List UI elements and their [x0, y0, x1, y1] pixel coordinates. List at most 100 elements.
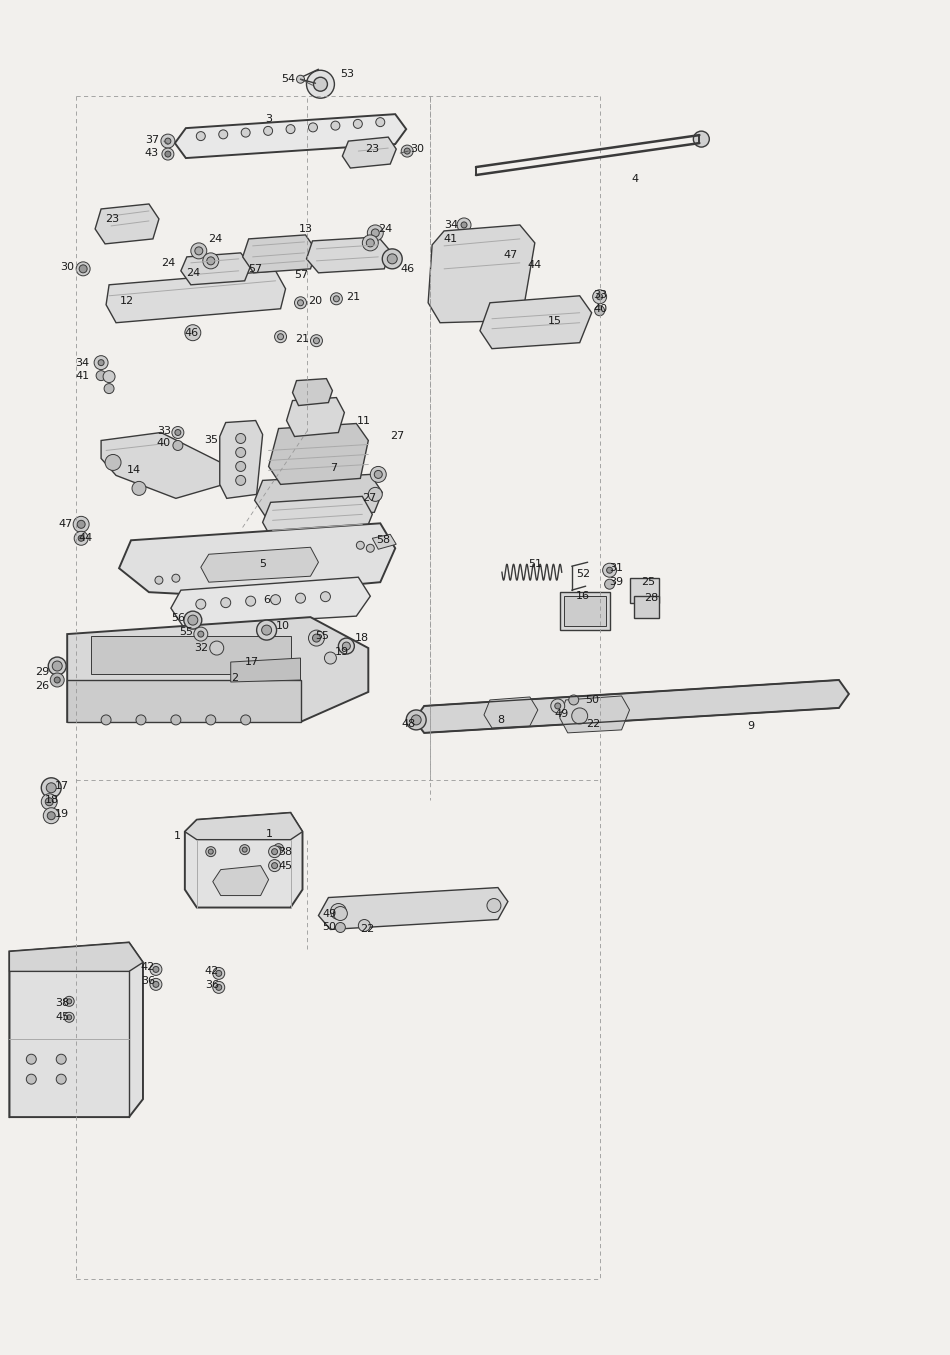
Circle shape — [313, 634, 320, 642]
Circle shape — [271, 595, 280, 604]
Text: 56: 56 — [171, 612, 185, 623]
Circle shape — [153, 981, 159, 988]
Polygon shape — [185, 813, 302, 908]
Circle shape — [213, 967, 225, 980]
Circle shape — [461, 222, 467, 228]
Text: 52: 52 — [576, 569, 590, 579]
Text: 37: 37 — [144, 136, 159, 145]
Text: 27: 27 — [362, 493, 376, 503]
Text: 44: 44 — [79, 534, 93, 543]
Text: 2: 2 — [232, 673, 238, 683]
Text: 1: 1 — [174, 831, 180, 840]
Text: 31: 31 — [610, 564, 623, 573]
Text: 28: 28 — [644, 593, 658, 603]
Polygon shape — [213, 866, 269, 896]
Text: 42: 42 — [204, 966, 218, 977]
Circle shape — [342, 642, 351, 650]
Polygon shape — [255, 474, 382, 519]
Text: 47: 47 — [504, 249, 518, 260]
Text: 36: 36 — [141, 977, 155, 986]
Circle shape — [162, 148, 174, 160]
Text: 49: 49 — [322, 908, 336, 919]
Circle shape — [48, 812, 55, 820]
Circle shape — [297, 299, 303, 306]
Circle shape — [50, 673, 65, 687]
Polygon shape — [67, 680, 300, 722]
Text: 33: 33 — [157, 425, 171, 435]
Text: 27: 27 — [390, 431, 405, 442]
Circle shape — [188, 615, 198, 625]
Circle shape — [98, 359, 104, 366]
Text: 11: 11 — [356, 416, 370, 425]
Text: 45: 45 — [278, 860, 293, 871]
Circle shape — [369, 488, 382, 501]
Text: 41: 41 — [75, 371, 89, 381]
Bar — [563, 596, 605, 626]
Polygon shape — [119, 523, 395, 596]
Polygon shape — [428, 225, 535, 322]
Circle shape — [213, 981, 225, 993]
Circle shape — [367, 238, 374, 247]
Polygon shape — [200, 547, 318, 583]
Circle shape — [150, 963, 162, 976]
Text: 19: 19 — [334, 648, 349, 657]
Circle shape — [56, 1075, 66, 1084]
Text: 24: 24 — [186, 268, 200, 278]
Circle shape — [294, 297, 307, 309]
Text: 24: 24 — [161, 257, 175, 268]
Circle shape — [44, 808, 59, 824]
Circle shape — [198, 631, 204, 637]
Circle shape — [569, 695, 579, 705]
Circle shape — [96, 371, 106, 381]
Circle shape — [207, 257, 215, 264]
Circle shape — [256, 621, 276, 640]
Text: 22: 22 — [586, 720, 600, 729]
Text: 43: 43 — [144, 148, 159, 159]
Polygon shape — [372, 534, 396, 549]
Circle shape — [263, 126, 273, 136]
Text: 9: 9 — [748, 721, 754, 730]
Circle shape — [275, 331, 287, 343]
Circle shape — [73, 516, 89, 533]
Circle shape — [595, 306, 604, 316]
Circle shape — [376, 118, 385, 126]
Polygon shape — [414, 680, 849, 733]
Circle shape — [572, 707, 588, 724]
Circle shape — [173, 440, 182, 450]
Polygon shape — [171, 577, 370, 626]
Text: 8: 8 — [497, 715, 504, 725]
Circle shape — [246, 596, 256, 606]
Circle shape — [331, 904, 347, 920]
Circle shape — [78, 535, 85, 541]
Circle shape — [242, 847, 247, 852]
Circle shape — [555, 703, 560, 709]
Circle shape — [295, 593, 306, 603]
Circle shape — [309, 630, 325, 646]
Circle shape — [597, 294, 602, 299]
Circle shape — [47, 783, 56, 793]
Text: 40: 40 — [157, 439, 171, 449]
Circle shape — [309, 123, 317, 131]
Text: 4: 4 — [632, 173, 638, 184]
Text: 30: 30 — [60, 262, 74, 272]
Text: 6: 6 — [263, 595, 271, 606]
Circle shape — [206, 847, 216, 856]
Text: 14: 14 — [127, 465, 141, 476]
Text: 40: 40 — [594, 304, 608, 314]
Text: 23: 23 — [104, 214, 119, 224]
Circle shape — [27, 1075, 36, 1084]
Text: 33: 33 — [594, 290, 608, 299]
Text: 57: 57 — [249, 264, 262, 274]
Circle shape — [269, 859, 280, 871]
Circle shape — [508, 264, 516, 272]
Circle shape — [276, 846, 281, 851]
Circle shape — [353, 119, 362, 129]
Circle shape — [206, 715, 216, 725]
Text: 46: 46 — [184, 328, 199, 337]
Text: 22: 22 — [360, 924, 374, 935]
Circle shape — [320, 592, 331, 602]
Text: 38: 38 — [55, 999, 69, 1008]
Circle shape — [104, 371, 115, 382]
Circle shape — [240, 715, 251, 725]
Circle shape — [333, 906, 348, 920]
